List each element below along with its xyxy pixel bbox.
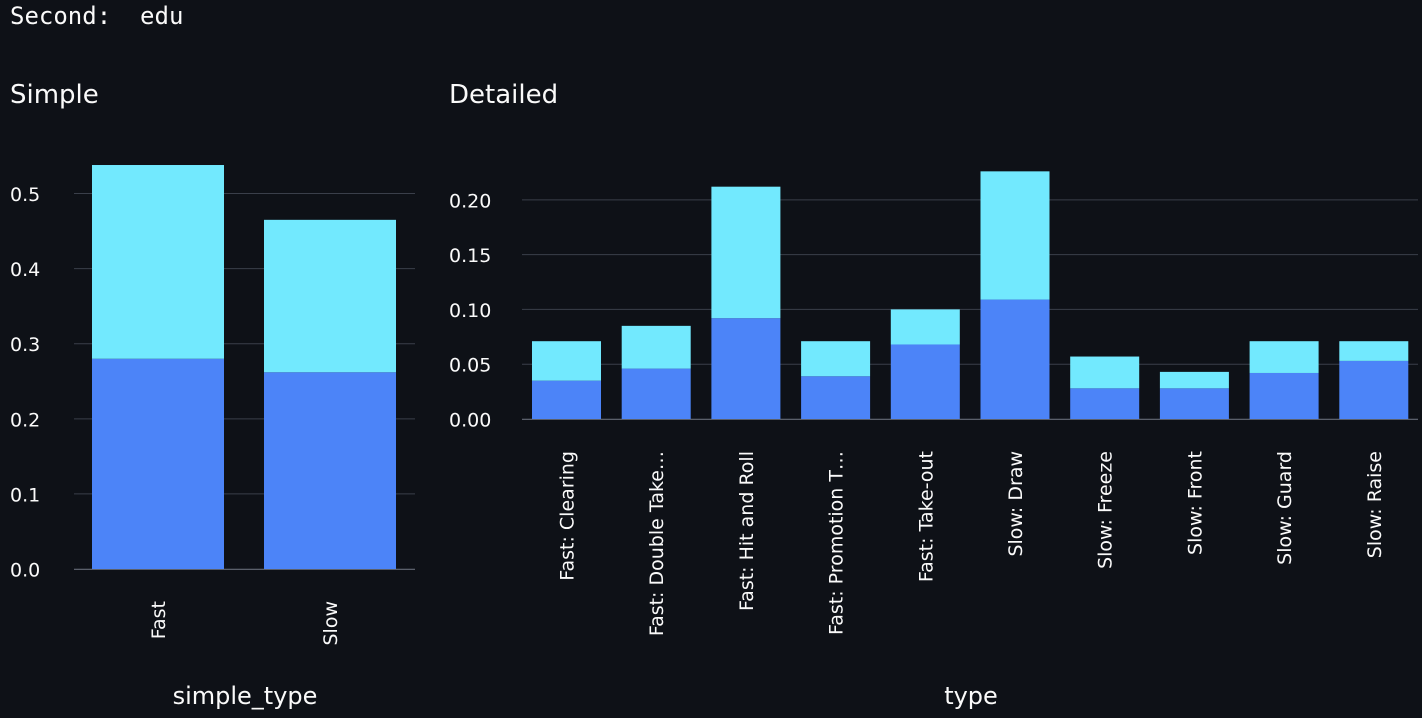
simple-ytick-label: 0.2	[10, 409, 40, 431]
detailed-bar-lower	[801, 376, 871, 419]
simple-bar-lower	[92, 358, 224, 569]
detailed-bar-upper	[711, 186, 781, 319]
simple-ytick-label: 0.1	[10, 484, 40, 506]
simple-bar-upper	[92, 165, 224, 359]
detailed-category-label: Slow: Front	[1184, 451, 1206, 555]
detailed-bar-upper	[532, 341, 601, 381]
detailed-ytick-label: 0.00	[449, 410, 491, 432]
detailed-chart-title: Detailed	[449, 80, 559, 110]
detailed-bar-upper	[801, 341, 871, 377]
detailed-bar-lower	[532, 380, 601, 419]
simple-ytick-label: 0.5	[10, 184, 40, 206]
simple-category-label: Fast	[148, 601, 170, 639]
detailed-bar-lower	[1339, 360, 1409, 419]
detailed-bar-lower	[980, 299, 1050, 419]
simple-ytick-label: 0.4	[10, 259, 40, 281]
detailed-category-label: Slow: Guard	[1274, 451, 1296, 565]
detailed-bar-lower	[711, 318, 781, 419]
detailed-ytick-label: 0.10	[449, 300, 491, 322]
detailed-bar-lower	[1070, 388, 1140, 419]
simple-ytick-label: 0.0	[10, 560, 40, 582]
simple-ytick-label: 0.3	[10, 334, 40, 356]
detailed-x-axis-title: type	[944, 682, 998, 710]
detailed-bar-lower	[1249, 372, 1319, 419]
detailed-bar-upper	[1339, 341, 1409, 361]
output-text: Second: edu	[10, 2, 184, 30]
detailed-bar-upper	[1249, 341, 1319, 373]
detailed-bar-upper	[1159, 371, 1229, 389]
detailed-ytick-label: 0.20	[449, 190, 491, 212]
detailed-bar-upper	[980, 171, 1050, 300]
detailed-bar-lower	[890, 344, 960, 419]
detailed-category-label: Fast: Double Take…	[646, 451, 668, 636]
detailed-bar-lower	[621, 368, 691, 419]
detailed-category-label: Slow: Raise	[1364, 451, 1386, 558]
detailed-category-label: Slow: Draw	[1005, 451, 1027, 557]
simple-chart-title: Simple	[10, 80, 99, 110]
detailed-category-label: Fast: Clearing	[557, 451, 579, 581]
detailed-bar-chart: 0.00 0.05 0.10 0.15 0.20 Fast: Clearing Fast: …	[449, 171, 1418, 710]
detailed-category-label: Fast: Promotion T…	[826, 451, 848, 635]
detailed-bar-lower	[1159, 388, 1229, 419]
simple-bar-chart: 0.0 0.1 0.2 0.3 0.4 0.5 Fast Slow simple_type	[10, 165, 415, 710]
detailed-bar-upper	[621, 325, 691, 369]
simple-x-axis-title: simple_type	[173, 682, 318, 710]
detailed-ytick-label: 0.15	[449, 245, 491, 267]
detailed-bar-upper	[890, 309, 960, 345]
detailed-category-label: Fast: Hit and Roll	[736, 451, 758, 611]
detailed-category-label: Fast: Take-out	[915, 451, 937, 582]
simple-bar-upper	[264, 219, 396, 373]
simple-category-label: Slow	[320, 601, 342, 646]
detailed-category-label: Slow: Freeze	[1095, 451, 1117, 569]
detailed-ytick-label: 0.05	[449, 355, 491, 377]
detailed-bar-upper	[1070, 356, 1140, 389]
simple-bar-lower	[264, 372, 396, 569]
